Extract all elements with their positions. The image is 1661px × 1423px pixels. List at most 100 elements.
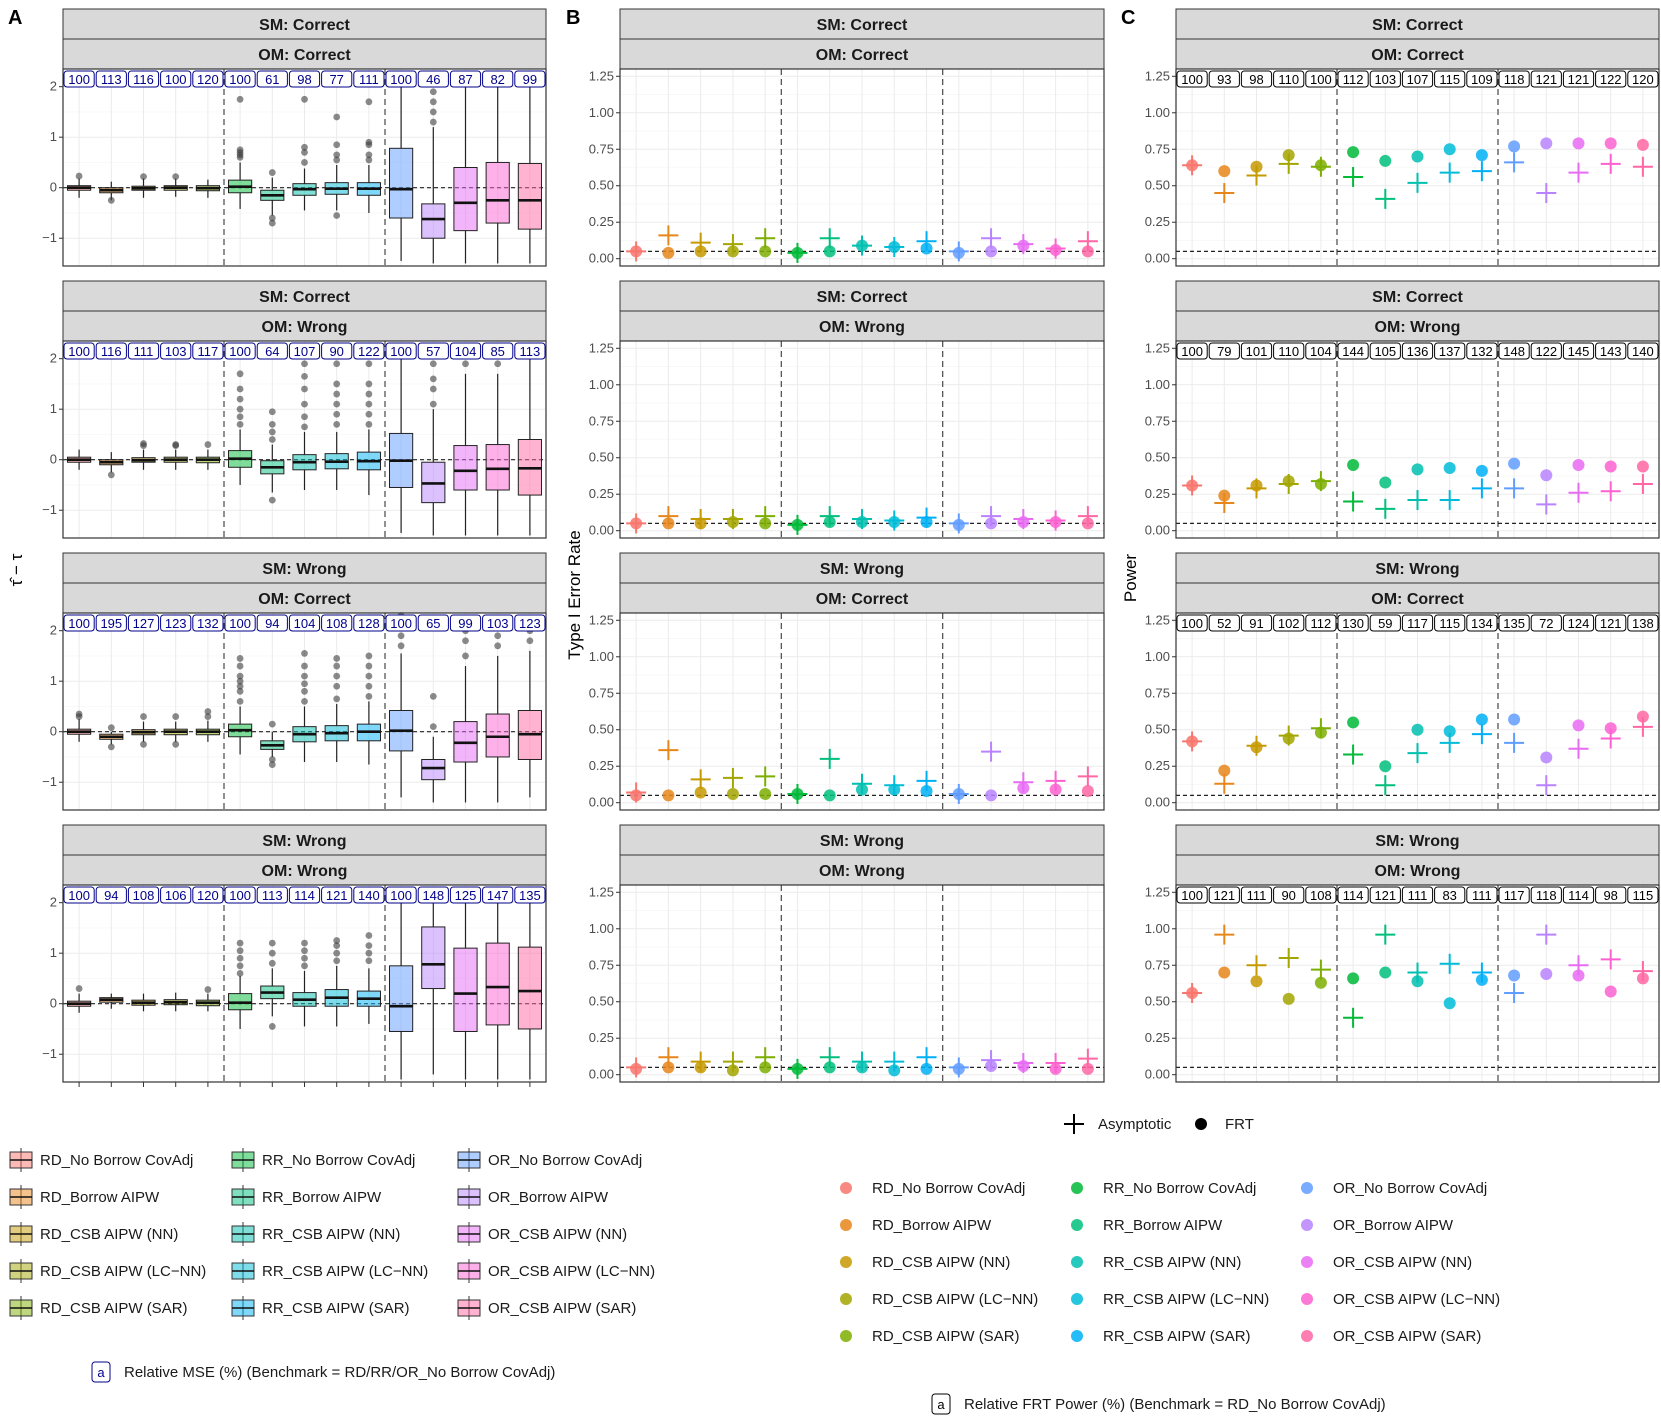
relative-mse-label: 111: [134, 344, 154, 359]
relative-mse-box: [321, 342, 353, 360]
frt-point: [759, 787, 772, 800]
panel-border: [619, 68, 1105, 267]
y-tick-label: 0.75: [1145, 413, 1170, 428]
box-outlier: [333, 957, 341, 965]
box-outlier: [236, 395, 244, 403]
note-frt-key: a: [937, 1397, 945, 1412]
relative-power-box: [1627, 886, 1659, 904]
relative-mse-label: 100: [390, 888, 412, 903]
y-tick-label: 0.00: [589, 251, 614, 266]
relative-mse-label: 114: [294, 888, 315, 903]
box-outlier: [365, 156, 373, 164]
box-outlier: [107, 471, 115, 479]
legend-a-item: RR_Borrow AIPW: [231, 1185, 382, 1209]
frt-point: [1572, 459, 1585, 472]
box-outlier: [333, 390, 341, 398]
relative-power-box: [1208, 342, 1240, 360]
panel-border: [62, 884, 547, 1083]
box-outlier: [236, 947, 244, 955]
box-outlier: [268, 720, 276, 728]
box-outlier: [333, 655, 341, 662]
y-tick-label: 0: [50, 180, 57, 195]
box-outlier: [268, 219, 276, 227]
relative-mse-label: 111: [359, 72, 379, 87]
legend-b-swatch: [1301, 1293, 1313, 1305]
relative-power-label: 111: [1472, 888, 1492, 903]
y-tick-label: 0.00: [1145, 523, 1170, 538]
legend-b-swatch: [1071, 1256, 1083, 1268]
panel-border: [619, 340, 1105, 539]
y-tick-label: 0.25: [1145, 1030, 1170, 1045]
box-outlier: [268, 756, 276, 763]
box-outlier: [494, 642, 502, 650]
box-outlier: [268, 761, 276, 768]
relative-power-box: [1369, 342, 1401, 360]
relative-mse-label: 100: [229, 888, 251, 903]
relative-power-box: [1240, 614, 1273, 632]
relative-mse-box: [63, 886, 95, 904]
legend-a-label: RR_No Borrow CovAdj: [262, 1152, 415, 1169]
relative-mse-box: [482, 70, 514, 88]
box-outlier: [333, 949, 341, 957]
strip-sm-label: SM: Wrong: [820, 833, 904, 850]
relative-power-box: [1530, 342, 1562, 360]
relative-mse-box: [449, 70, 482, 88]
box-outlier: [301, 962, 308, 970]
relative-power-label: 121: [1568, 72, 1590, 87]
relative-mse-label: 103: [165, 344, 187, 359]
box-outlier: [365, 942, 373, 950]
y-tick-label: 0: [50, 724, 57, 739]
box-body: [485, 161, 510, 224]
relative-power-label: 98: [1249, 72, 1263, 87]
panel-b-row-3: SM: Wrong OM: Correct 0.00 0.25 0.50 0.75 1.00…: [589, 552, 1105, 811]
legend-asymptotic-label: Asymptotic: [1098, 1116, 1172, 1133]
relative-mse-box: [353, 886, 385, 904]
frt-point: [1411, 150, 1424, 163]
box-outlier: [236, 954, 244, 962]
relative-mse-label: 77: [329, 72, 343, 87]
legend-a-item: RR_No Borrow CovAdj: [231, 1148, 415, 1172]
frt-point: [1636, 710, 1649, 723]
relative-power-box: [1498, 342, 1530, 360]
y-tick-label: 0.75: [1145, 685, 1170, 700]
legend-b-item: OR_CSB AIPW (NN): [1301, 1254, 1472, 1271]
legend-a-item: OR_CSB AIPW (SAR): [457, 1296, 636, 1320]
strip-om-bg: [619, 38, 1105, 70]
y-tick-label: 0.75: [1145, 141, 1170, 156]
relative-power-box: [1562, 70, 1595, 88]
legend-b-label: RD_CSB AIPW (SAR): [872, 1328, 1020, 1345]
legend-a-item: RD_CSB AIPW (NN): [9, 1222, 178, 1246]
box-body: [453, 167, 478, 232]
box-outlier: [268, 496, 276, 504]
y-tick-label: 1.00: [1145, 105, 1170, 120]
relative-power-label: 105: [1374, 344, 1396, 359]
box-outlier: [365, 410, 373, 418]
legend-b-swatch: [840, 1330, 852, 1342]
panel-border: [62, 68, 547, 267]
relative-mse-box: [449, 614, 482, 632]
relative-mse-label: 113: [262, 888, 283, 903]
legend-b-label: RR_CSB AIPW (NN): [1103, 1254, 1241, 1271]
relative-power-label: 111: [1408, 888, 1428, 903]
relative-power-label: 121: [1213, 888, 1235, 903]
frt-point: [1081, 785, 1094, 798]
box-outlier: [301, 400, 308, 408]
panel-letter-b: B: [566, 7, 580, 29]
y-tick-label: 0.25: [1145, 214, 1170, 229]
relative-power-box: [1466, 886, 1498, 904]
relative-mse-box: [385, 70, 417, 88]
relative-power-label: 104: [1310, 344, 1332, 359]
box-body: [389, 147, 414, 219]
legend-b-label: RR_Borrow AIPW: [1103, 1217, 1223, 1234]
box-outlier: [172, 713, 180, 720]
relative-power-box: [1337, 70, 1369, 88]
relative-power-box: [1595, 342, 1627, 360]
relative-mse-label: 99: [523, 72, 537, 87]
box-outlier: [236, 146, 244, 154]
relative-mse-label: 116: [133, 72, 154, 87]
relative-power-label: 148: [1503, 344, 1525, 359]
legend-b-swatch: [1301, 1256, 1313, 1268]
legend-b-label: RD_CSB AIPW (NN): [872, 1254, 1010, 1271]
frt-point: [1604, 460, 1617, 473]
box-outlier: [365, 672, 373, 680]
